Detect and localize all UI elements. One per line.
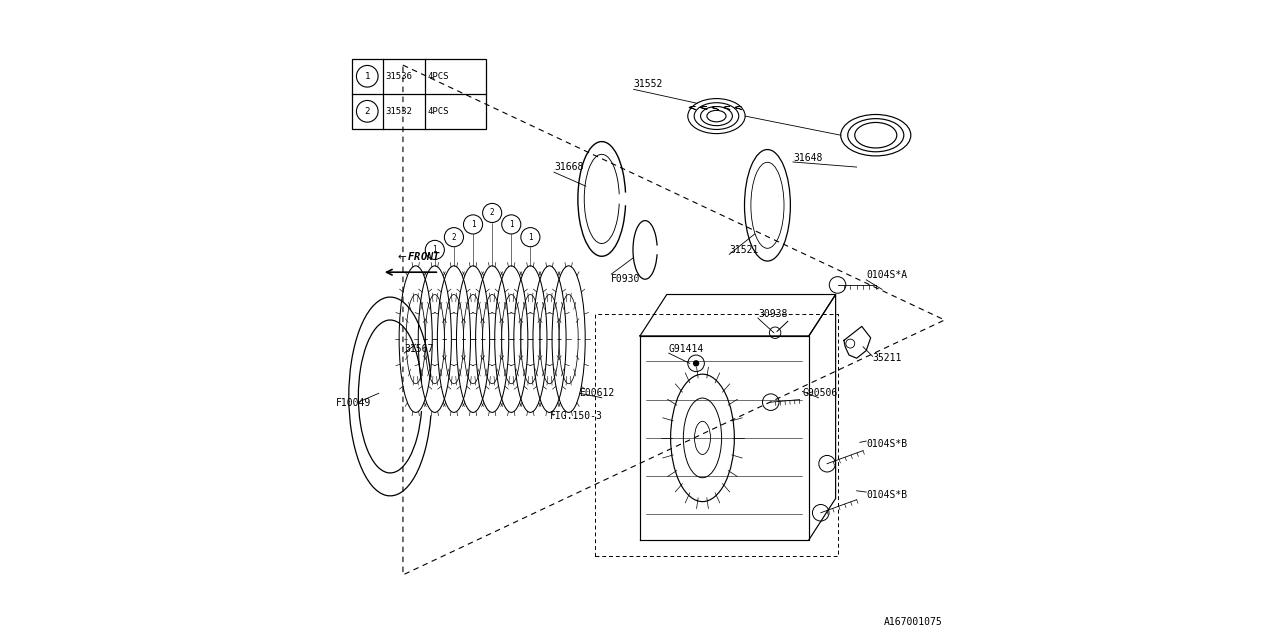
Text: $\leftarrow$FRONT: $\leftarrow$FRONT (396, 250, 442, 262)
Text: 1: 1 (509, 220, 513, 229)
Bar (352, 59, 486, 129)
Text: 31552: 31552 (634, 79, 663, 89)
Text: 0104S*A: 0104S*A (867, 270, 908, 280)
Text: F10049: F10049 (335, 398, 371, 408)
Text: 31648: 31648 (792, 152, 822, 163)
Text: 31668: 31668 (554, 162, 584, 172)
Text: 0104S*B: 0104S*B (867, 490, 908, 500)
Text: 31532: 31532 (385, 107, 412, 116)
Text: 1: 1 (471, 220, 475, 229)
Text: A167001075: A167001075 (884, 617, 942, 627)
Text: 0104S*B: 0104S*B (867, 439, 908, 449)
Text: 2: 2 (490, 209, 494, 218)
Text: 35211: 35211 (873, 353, 902, 364)
Text: 2: 2 (365, 107, 370, 116)
Text: G91414: G91414 (668, 344, 704, 354)
Text: F0930: F0930 (612, 273, 641, 284)
Text: 31521: 31521 (730, 245, 759, 255)
Text: G90506: G90506 (803, 388, 837, 398)
Text: 4PCS: 4PCS (428, 72, 449, 81)
Text: 4PCS: 4PCS (428, 107, 449, 116)
Text: 1: 1 (433, 245, 438, 255)
Text: FIG.150-3: FIG.150-3 (549, 411, 603, 420)
Circle shape (692, 360, 699, 367)
Text: 31536: 31536 (385, 72, 412, 81)
Text: 30938: 30938 (758, 308, 787, 319)
Text: 2: 2 (452, 233, 456, 242)
Text: 1: 1 (529, 233, 532, 242)
Text: 1: 1 (365, 72, 370, 81)
Text: 31567: 31567 (404, 344, 434, 354)
Text: E00612: E00612 (580, 388, 614, 398)
